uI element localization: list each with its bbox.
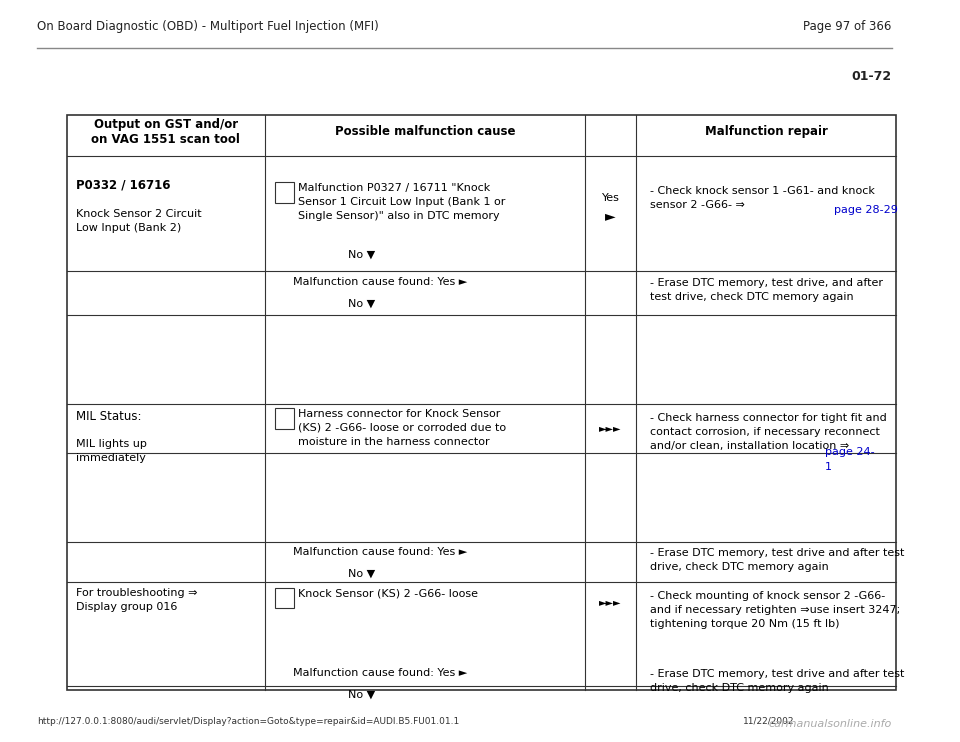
Text: - Erase DTC memory, test drive and after test
drive, check DTC memory again: - Erase DTC memory, test drive and after… xyxy=(650,548,904,571)
Text: 2: 2 xyxy=(281,413,287,424)
FancyBboxPatch shape xyxy=(275,182,294,203)
Text: Output on GST and/or
on VAG 1551 scan tool: Output on GST and/or on VAG 1551 scan to… xyxy=(91,118,240,145)
Text: Harness connector for Knock Sensor
(KS) 2 -G66- loose or corroded due to
moistur: Harness connector for Knock Sensor (KS) … xyxy=(299,409,506,447)
Text: 1: 1 xyxy=(825,462,831,471)
Text: 1: 1 xyxy=(281,187,287,197)
Text: 01-72: 01-72 xyxy=(852,70,892,84)
Text: Malfunction cause found: Yes ►: Malfunction cause found: Yes ► xyxy=(293,547,467,556)
Text: ►: ► xyxy=(606,209,616,223)
FancyBboxPatch shape xyxy=(275,588,294,608)
Text: - Check mounting of knock sensor 2 -G66-
and if necessary retighten ⇒use insert : - Check mounting of knock sensor 2 -G66-… xyxy=(650,591,900,629)
Text: Yes: Yes xyxy=(602,193,619,203)
Text: page 24-: page 24- xyxy=(825,447,875,456)
Text: ►►►: ►►► xyxy=(599,597,622,607)
Text: 3: 3 xyxy=(281,593,287,603)
Text: - Check knock sensor 1 -G61- and knock
sensor 2 -G66- ⇒: - Check knock sensor 1 -G61- and knock s… xyxy=(650,186,876,209)
Text: 11/22/2002: 11/22/2002 xyxy=(743,717,795,726)
Text: MIL lights up
immediately: MIL lights up immediately xyxy=(76,439,147,463)
Text: ►►►: ►►► xyxy=(599,423,622,433)
Text: Malfunction repair: Malfunction repair xyxy=(705,125,828,138)
Text: P0332 / 16716: P0332 / 16716 xyxy=(76,178,171,191)
Text: MIL Status:: MIL Status: xyxy=(76,410,142,423)
Text: http://127.0.0.1:8080/audi/servlet/Display?action=Goto&type=repair&id=AUDI.B5.FU: http://127.0.0.1:8080/audi/servlet/Displ… xyxy=(37,717,460,726)
Text: - Check harness connector for tight fit and
contact corrosion, if necessary reco: - Check harness connector for tight fit … xyxy=(650,413,887,450)
Text: Page 97 of 366: Page 97 of 366 xyxy=(804,20,892,33)
Text: No ▼: No ▼ xyxy=(348,250,375,260)
Text: Malfunction P0327 / 16711 "Knock
Sensor 1 Circuit Low Input (Bank 1 or
Single Se: Malfunction P0327 / 16711 "Knock Sensor … xyxy=(299,183,506,220)
Text: Possible malfunction cause: Possible malfunction cause xyxy=(335,125,516,138)
Text: page 28-29: page 28-29 xyxy=(834,205,898,214)
Text: Knock Sensor (KS) 2 -G66- loose: Knock Sensor (KS) 2 -G66- loose xyxy=(299,588,478,598)
Text: Malfunction cause found: Yes ►: Malfunction cause found: Yes ► xyxy=(293,668,467,677)
Text: Malfunction cause found: Yes ►: Malfunction cause found: Yes ► xyxy=(293,277,467,286)
FancyBboxPatch shape xyxy=(275,408,294,429)
Text: No ▼: No ▼ xyxy=(348,690,375,700)
Bar xyxy=(67,115,897,690)
Text: No ▼: No ▼ xyxy=(348,569,375,579)
Text: - Erase DTC memory, test drive and after test
drive, check DTC memory again: - Erase DTC memory, test drive and after… xyxy=(650,669,904,693)
Text: - Erase DTC memory, test drive, and after
test drive, check DTC memory again: - Erase DTC memory, test drive, and afte… xyxy=(650,278,883,302)
Text: carmanualsonline.info: carmanualsonline.info xyxy=(768,719,892,729)
Text: No ▼: No ▼ xyxy=(348,299,375,309)
Text: Knock Sensor 2 Circuit
Low Input (Bank 2): Knock Sensor 2 Circuit Low Input (Bank 2… xyxy=(76,209,202,233)
Text: On Board Diagnostic (OBD) - Multiport Fuel Injection (MFI): On Board Diagnostic (OBD) - Multiport Fu… xyxy=(37,20,379,33)
Text: For troubleshooting ⇒
Display group 016: For troubleshooting ⇒ Display group 016 xyxy=(76,588,198,611)
